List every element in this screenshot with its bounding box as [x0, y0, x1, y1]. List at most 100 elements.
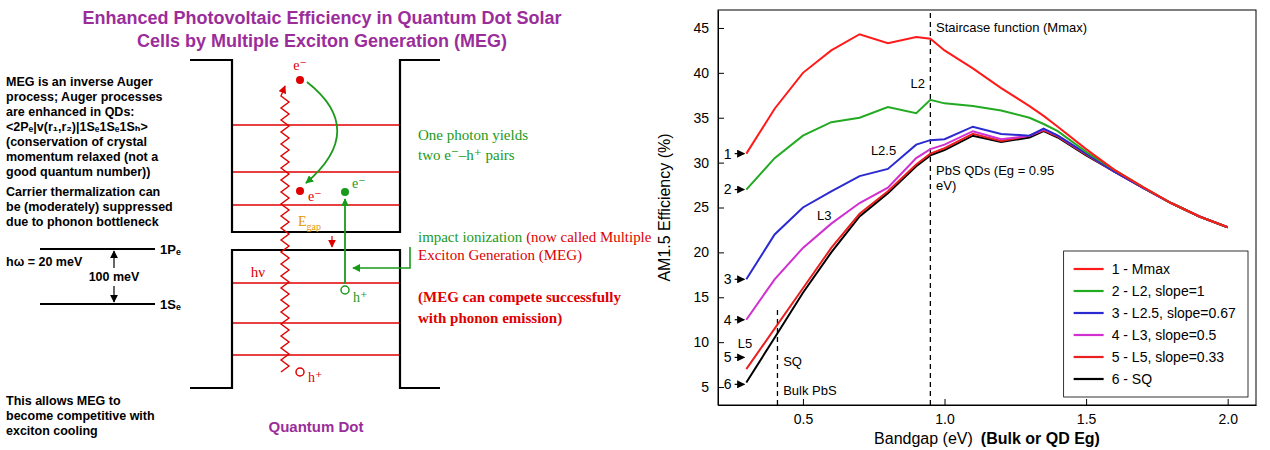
y-axis-tick-label: 40 — [693, 65, 709, 81]
series-line — [746, 100, 1227, 227]
x-axis-tick-mark — [945, 399, 946, 405]
legend-swatch — [1074, 334, 1104, 336]
qd-level — [233, 124, 399, 126]
electron-label: e⁻ — [308, 189, 322, 204]
hole-label: h⁺ — [353, 290, 367, 305]
reference-line — [777, 306, 778, 405]
curve-number-arrow — [735, 153, 745, 154]
y-axis-tick-mark — [718, 252, 724, 253]
y-axis-tick: 45 — [693, 20, 724, 36]
note-line: process; Auger processes — [6, 90, 163, 104]
y-axis: 51015202530354045 — [693, 11, 724, 406]
x-axis-title-main: Bandgap (eV) — [874, 430, 973, 447]
curve-number-arrow — [735, 189, 745, 190]
note-line: (conservation of crystal — [6, 135, 147, 149]
x-axis-tick-label: 2.0 — [1218, 411, 1238, 427]
y-axis-tick: 10 — [693, 334, 724, 350]
curve-number-arrow — [735, 279, 745, 280]
legend-box — [1064, 251, 1248, 397]
y-axis-tick: 5 — [701, 379, 724, 395]
legend-label: 6 - SQ — [1112, 371, 1153, 387]
y-axis-tick: 15 — [693, 289, 724, 305]
gap-label: Egap — [298, 214, 321, 232]
y-axis-tick-mark — [718, 208, 724, 209]
x-axis-tick: 2.0 — [1218, 399, 1238, 427]
y-axis-tick-label: 10 — [693, 334, 709, 350]
curve-number: 3 — [724, 271, 732, 287]
photon-label: hν — [251, 264, 266, 280]
legend-entries: 1 - Mmax 2 - L2, slope=1 3 - L2.5, slope=0… — [1074, 261, 1236, 387]
gap-arrow — [331, 236, 332, 247]
curve-number-arrow — [735, 357, 745, 358]
y-axis-tick-mark — [718, 342, 724, 343]
annotation: SQ — [783, 354, 802, 369]
plot-frame — [718, 10, 1256, 405]
electron — [296, 76, 304, 84]
electron — [296, 187, 304, 195]
y-axis-tick-mark — [718, 297, 724, 298]
spacing-arrow — [113, 286, 114, 302]
electron-label: e⁻ — [352, 176, 366, 191]
legend-label: 3 - L2.5, slope=0.67 — [1112, 305, 1236, 321]
series-line — [746, 130, 1227, 369]
title: Cells by Multiple Exciton Generation (ME… — [137, 31, 507, 51]
electron-label: e⁻ — [293, 58, 307, 73]
compete-callout: (MEG can compete successfully — [418, 289, 621, 306]
note-line: due to phonon bottleneck — [6, 215, 159, 229]
photon-path — [281, 86, 289, 372]
x-axis-tick-mark — [1086, 399, 1087, 405]
chart: 0.51.01.52.051015202530354045AM1.5 Effic… — [656, 10, 1257, 447]
note-line: become competitive with — [6, 409, 155, 423]
legend-label: 4 - L3, slope=0.5 — [1112, 327, 1217, 343]
valence-band — [190, 250, 440, 388]
x-axis-tick-label: 1.5 — [1077, 411, 1097, 427]
spacing-label: 100 meV — [89, 270, 140, 284]
annotation: PbS QDs (Eg = 0.95 — [936, 163, 1054, 178]
curve-number: 4 — [724, 312, 732, 328]
x-axis-title: Bandgap (eV) (Bulk or QD Eg) — [874, 430, 1100, 447]
x-axis-tick: 0.5 — [794, 399, 814, 427]
x-axis: 0.51.01.52.0 — [719, 399, 1257, 427]
compete-callout: with phonon emission) — [418, 310, 562, 327]
relaxation-arrow — [306, 82, 337, 183]
legend-swatch — [1074, 356, 1104, 358]
y-axis-tick-mark — [718, 163, 724, 164]
y-axis-tick: 20 — [693, 244, 724, 260]
x-axis-tick: 1.5 — [1077, 399, 1097, 427]
note-line: Carrier thermalization can — [6, 185, 160, 199]
y-axis-tick-label: 20 — [693, 244, 709, 260]
legend-label: 2 - L2, slope=1 — [1112, 283, 1205, 299]
diagram: Enhanced Photovoltaic Efficiency in Quan… — [6, 8, 652, 438]
yield-callout: One photon yields — [418, 127, 528, 143]
level-line — [40, 303, 155, 305]
y-axis-tick-mark — [718, 118, 724, 119]
annotation: eV) — [936, 178, 956, 193]
y-axis-tick-label: 30 — [693, 155, 709, 171]
legend-label: 1 - Mmax — [1112, 261, 1170, 277]
annotation: L2.5 — [871, 143, 896, 158]
annotation: Staircase function (Mmax) — [936, 20, 1087, 35]
y-axis-tick-mark — [718, 73, 724, 74]
note-line: momentum relaxed (not a — [6, 150, 159, 164]
y-axis-tick: 40 — [693, 65, 724, 81]
level-line — [40, 248, 155, 250]
hole-label: h⁺ — [308, 370, 322, 385]
pointer-arrow — [353, 247, 410, 268]
annotation: Bulk PbS — [783, 383, 837, 398]
annotation: L5 — [738, 336, 752, 351]
gap-symbol: E — [298, 214, 307, 229]
x-axis-line — [719, 405, 1257, 406]
hole — [341, 286, 349, 294]
y-axis-title: AM1.5 Efficiency (%) — [656, 133, 673, 281]
impact-term: impact ionization — [418, 229, 523, 245]
qd-caption: Quantum Dot — [269, 418, 364, 435]
note-line: be (moderately) suppressed — [6, 200, 173, 214]
qd-level — [233, 354, 399, 356]
note-line: <2Pₑ|v(r₁,r₂)|1Sₑ1Sₑ1Sₕ> — [6, 120, 148, 134]
qd-level — [233, 282, 399, 284]
x-axis-tick-mark — [803, 399, 804, 405]
legend-swatch — [1074, 290, 1104, 292]
x-axis-title-note: (Bulk or QD Eg) — [981, 430, 1100, 447]
excitation-arrow — [344, 199, 346, 284]
note-line: are enhanced in QDs: — [6, 105, 135, 119]
